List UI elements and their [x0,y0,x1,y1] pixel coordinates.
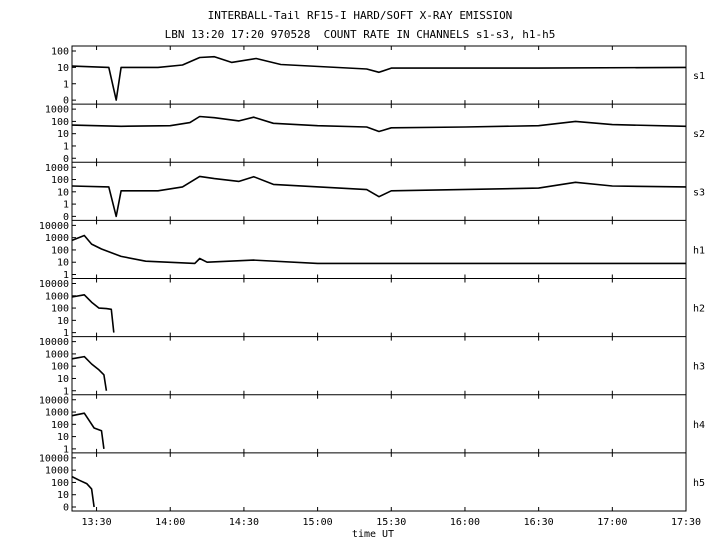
y-tick-label: 1000 [45,466,69,477]
y-tick-label: 0 [63,96,69,107]
y-tick-label: 1000 [45,105,69,116]
y-tick-label: 10000 [39,337,69,348]
y-tick-label: 10 [57,316,69,327]
y-tick-label: 10 [57,258,69,269]
channel-label-h1: h1 [693,245,705,256]
y-tick-label: 1 [63,328,69,339]
x-tick-label: 14:30 [229,517,259,528]
chart-subtitle: LBN 13:20 17:20 970528 COUNT RATE IN CHA… [164,28,556,41]
y-tick-label: 100 [51,117,69,128]
series-line-s2 [71,115,687,133]
series-line-h5 [71,475,95,508]
series-line-s3 [71,175,687,218]
y-tick-label: 100 [51,47,69,58]
y-tick-label: 1000 [45,408,69,419]
series-line-h1 [71,234,686,265]
y-tick-label: 100 [51,245,69,256]
y-tick-label: 10 [57,129,69,140]
chart-title: INTERBALL-Tail RF15-I HARD/SOFT X-RAY EM… [207,9,513,22]
y-tick-label: 1000 [45,233,69,244]
channel-label-h4: h4 [693,420,705,431]
channel-label-h2: h2 [693,304,705,315]
y-tick-label: 1000 [45,163,69,174]
series-line-h2 [71,294,115,333]
y-tick-label: 10000 [39,279,69,290]
y-tick-label: 1000 [45,291,69,302]
y-tick-label: 10 [57,432,69,443]
x-tick-label: 15:30 [376,517,406,528]
y-tick-label: 0 [63,503,69,514]
y-tick-label: 10000 [39,453,69,464]
channel-label-s1: s1 [693,71,705,82]
y-tick-label: 100 [51,420,69,431]
y-tick-label: 0 [63,212,69,223]
y-tick-label: 1 [63,141,69,152]
y-tick-label: 10 [57,63,69,74]
x-tick-label: 13:30 [82,517,112,528]
x-tick-label: 16:30 [524,517,554,528]
x-tick-label: 16:00 [450,517,480,528]
y-tick-label: 1 [63,200,69,211]
series-line-h3 [71,355,108,391]
y-tick-label: 10 [57,374,69,385]
channel-label-s3: s3 [693,187,705,198]
y-tick-label: 0 [63,154,69,165]
x-axis-label: time UT [352,529,394,540]
channel-label-h5: h5 [693,478,705,489]
y-tick-label: 100 [51,175,69,186]
y-tick-label: 10000 [39,221,69,232]
y-tick-label: 1 [63,444,69,455]
y-tick-label: 1 [63,270,69,281]
series-line-s1 [71,55,687,101]
y-tick-label: 1000 [45,349,69,360]
y-tick-label: 1 [63,386,69,397]
channel-label-h3: h3 [693,362,705,373]
channel-label-s2: s2 [693,129,705,140]
y-tick-label: 10 [57,490,69,501]
x-tick-label: 14:00 [155,517,185,528]
y-tick-label: 100 [51,478,69,489]
series-line-h4 [71,412,105,450]
x-tick-label: 17:00 [597,517,627,528]
x-tick-label: 17:30 [671,517,701,528]
y-tick-label: 10 [57,187,69,198]
y-tick-label: 100 [51,362,69,373]
x-tick-label: 15:00 [303,517,333,528]
y-tick-label: 10000 [39,395,69,406]
y-tick-label: 1 [63,79,69,90]
y-tick-label: 100 [51,304,69,315]
